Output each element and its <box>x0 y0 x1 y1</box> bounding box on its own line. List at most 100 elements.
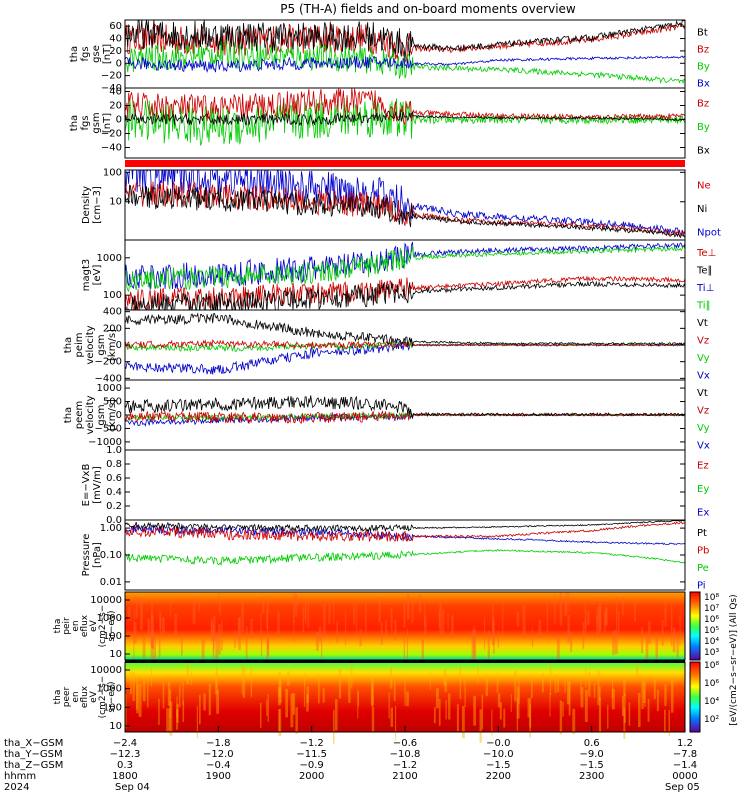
x-row-3-value-0: 1800 <box>112 771 137 782</box>
fgs_gsm-ytick-label-4: −40 <box>101 143 122 154</box>
peer-streak-6 <box>656 689 659 712</box>
peir-spectrogram <box>125 592 685 660</box>
peer-streak-75 <box>644 675 646 707</box>
peer-streak-124 <box>199 695 201 725</box>
peer-streak-73 <box>443 669 446 686</box>
peer-ylabel-2: en <box>71 691 81 702</box>
peir-streak-121 <box>174 613 178 639</box>
peir-streak-80 <box>133 609 135 637</box>
peir-streak-33 <box>671 625 673 647</box>
colorbar-top-tick-0: 10⁸ <box>704 593 719 603</box>
density-ytick-label-1: 10 <box>109 197 122 208</box>
peir-streak-128 <box>531 627 534 647</box>
velocity_sst-ylabel-4: [km/s] <box>107 399 118 431</box>
temperature-series-0 <box>125 242 685 290</box>
fgs_gse-legend-1: Bz <box>697 45 709 56</box>
peer-streak-133 <box>564 677 566 693</box>
fgs_gse-ytick-label-1: 40 <box>109 34 122 45</box>
peer-streak-103 <box>612 675 614 698</box>
peir-colorbar <box>689 591 701 661</box>
peer-streak-16 <box>357 689 359 719</box>
fgs_gse-series-2 <box>125 39 685 85</box>
velocity_sst-ytick-label-1: 500 <box>103 397 122 408</box>
efield-legend-1: Ey <box>697 484 709 495</box>
peir-streak-119 <box>493 620 495 655</box>
peer-streak-94 <box>371 707 375 732</box>
colorbar-bottom-tick-3: 10² <box>704 715 719 725</box>
peir-streak-73 <box>293 593 295 623</box>
peer-streak-5 <box>292 693 296 715</box>
efield-ytick-label-0: 1.0 <box>106 445 122 456</box>
velocity_esa-legend-3: Vx <box>697 370 710 381</box>
peir-streak-30 <box>473 625 475 656</box>
peir-streak-78 <box>336 620 338 644</box>
x-row-label-2: tha_Z−GSM <box>4 760 63 771</box>
peir-streak-87 <box>151 616 154 649</box>
velocity_esa-ylabel-4: [km/s] <box>107 329 118 361</box>
peir-streak-125 <box>538 620 542 638</box>
mode-bar <box>125 160 685 167</box>
peir-streak-122 <box>267 638 270 656</box>
peir-streak-32 <box>316 632 319 651</box>
peir-streak-36 <box>260 612 262 640</box>
peir-streak-43 <box>424 614 426 636</box>
x-row-0-value-4: −0.0 <box>486 738 510 749</box>
peer-streak-106 <box>485 674 488 697</box>
peer-streak-42 <box>597 671 600 706</box>
peer-ylabel-3: eflux <box>80 685 90 708</box>
x-row-3-value-5: 2300 <box>579 771 604 782</box>
peer-streak-63 <box>459 666 462 700</box>
peir-streak-62 <box>170 603 172 618</box>
velocity_esa-ytick-label-3: −200 <box>95 357 122 368</box>
x-row-label-0: tha_X−GSM <box>4 738 63 749</box>
peer-streak-107 <box>203 693 206 711</box>
peir-streak-134 <box>133 627 135 662</box>
peir-streak-17 <box>238 617 241 650</box>
peir-streak-74 <box>664 600 667 627</box>
peir-streak-133 <box>305 599 307 625</box>
peer-streak-127 <box>404 677 406 706</box>
peir-streak-113 <box>676 633 679 658</box>
velocity_sst-legend-3: Vx <box>697 440 710 451</box>
peer-streak-66 <box>462 706 465 739</box>
x-row-2-value-4: −1.5 <box>486 760 510 771</box>
fgs_gse-ylabel-0: tha <box>69 46 80 62</box>
x-row-0-value-2: −1.2 <box>300 738 324 749</box>
peir-streak-67 <box>622 596 624 616</box>
peir-ytick-label-1: 1000 <box>97 613 122 624</box>
peir-streak-105 <box>484 617 486 650</box>
peer-streak-14 <box>584 689 588 722</box>
peir-streak-42 <box>648 621 651 644</box>
peer-streak-8 <box>322 687 325 703</box>
fgs_gse-ytick-label-2: 20 <box>109 46 122 57</box>
fgs_gsm-ylabel-3: [nT] <box>102 113 113 133</box>
peer-streak-40 <box>138 683 142 717</box>
peir-streak-56 <box>267 625 269 650</box>
peer-streak-118 <box>464 675 466 707</box>
peer-streak-17 <box>388 692 390 719</box>
velocity_esa-ytick-label-4: −400 <box>95 373 122 384</box>
peir-streak-103 <box>321 637 323 659</box>
peir-streak-93 <box>245 625 248 660</box>
peer-streak-9 <box>267 694 269 722</box>
peer-streak-52 <box>531 677 533 699</box>
peir-ytick-label-2: 100 <box>103 631 122 642</box>
peir-streak-96 <box>250 619 253 639</box>
peir-streak-18 <box>153 635 156 665</box>
peir-streak-41 <box>645 635 649 662</box>
x-row-2-value-5: −1.5 <box>580 760 604 771</box>
peer-streak-27 <box>542 673 544 693</box>
peer-streak-71 <box>436 688 439 709</box>
fgs_gsm-legend-1: By <box>697 122 710 133</box>
velocity_sst-ytick-label-3: −500 <box>95 423 122 434</box>
peir-streak-16 <box>612 631 615 655</box>
peir-streak-69 <box>439 603 442 636</box>
velocity_esa-ylabel-3: gsm <box>96 334 107 355</box>
x-row-0-value-6: 1.2 <box>677 738 693 749</box>
peir-streak-58 <box>614 629 618 655</box>
x-row-3-value-6: 0000 <box>672 771 697 782</box>
peir-streak-139 <box>135 596 138 618</box>
peir-streak-106 <box>266 634 269 662</box>
